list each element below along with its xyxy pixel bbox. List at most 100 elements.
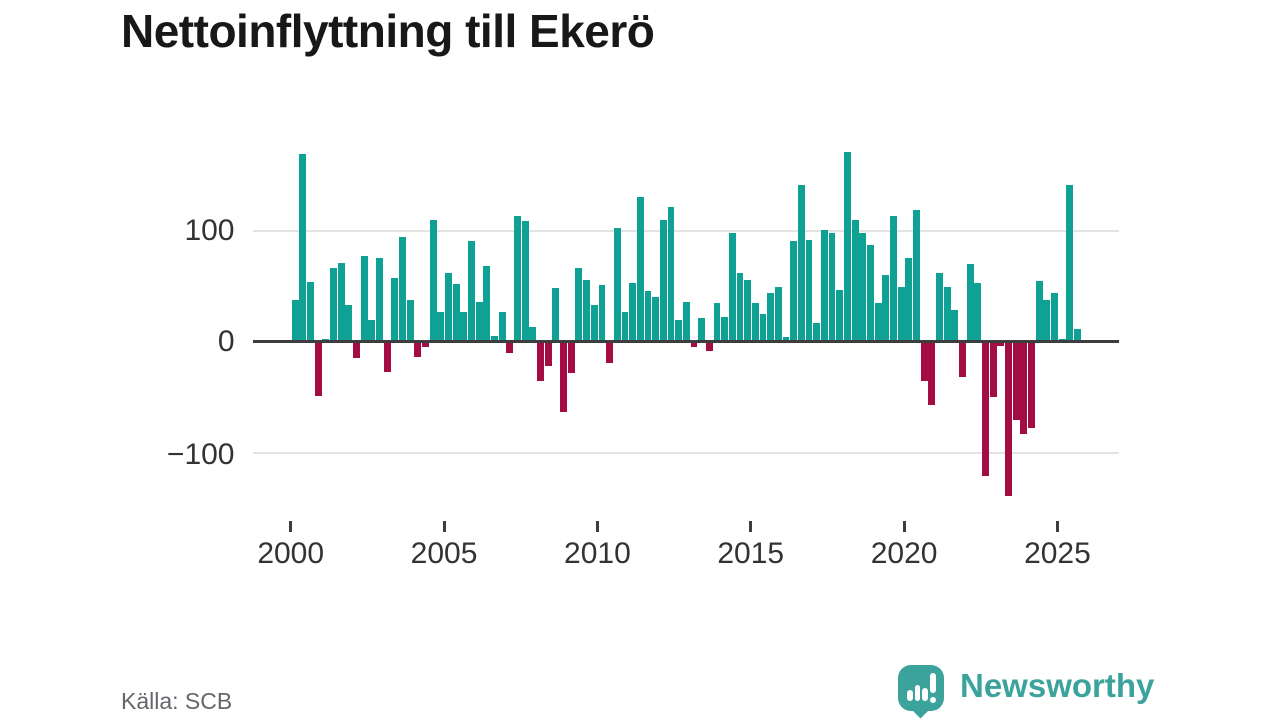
x-tick-label: 2015 [717, 537, 785, 570]
x-tick-mark [289, 521, 293, 532]
bar [314, 341, 322, 397]
bar [751, 302, 759, 342]
bar [721, 317, 729, 342]
bar [728, 232, 736, 342]
x-tick-label: 2025 [1024, 537, 1091, 570]
bar [1051, 292, 1058, 342]
bar [598, 285, 606, 342]
chart-title: Nettoinflyttning till Ekerö [121, 5, 655, 57]
bar [820, 229, 828, 342]
bar [790, 240, 798, 342]
bar [1005, 341, 1012, 496]
bar [583, 279, 591, 342]
bar [345, 305, 353, 342]
bar [866, 245, 874, 342]
bar [828, 232, 836, 342]
bar [383, 341, 391, 372]
bar [575, 268, 583, 342]
bar [498, 311, 506, 342]
bar [521, 220, 529, 342]
bar [659, 219, 667, 342]
bar [652, 297, 660, 342]
x-tick-label: 2000 [257, 537, 325, 570]
bar [813, 322, 821, 342]
x-tick-label: 2020 [870, 537, 938, 570]
x-tick-mark [595, 521, 599, 532]
bar [912, 209, 920, 342]
bar [567, 341, 575, 373]
bar [613, 228, 621, 342]
bar [307, 281, 314, 342]
exclamation-dot-icon [929, 696, 936, 703]
bar [468, 240, 475, 342]
bar [560, 341, 568, 412]
bar [636, 197, 644, 342]
bar [736, 272, 744, 342]
bar [1012, 341, 1020, 421]
bar [429, 219, 437, 342]
bar [682, 301, 690, 342]
newsworthy-icon [898, 665, 946, 719]
bar [506, 341, 514, 353]
bar [928, 341, 936, 405]
x-tick-mark [749, 521, 753, 532]
x-tick-label: 2005 [410, 537, 478, 570]
bar [974, 282, 982, 342]
bar [368, 319, 376, 342]
newsworthy-wordmark: Newsworthy [960, 667, 1155, 704]
mini-bar-icon [907, 690, 913, 701]
bar [851, 219, 859, 342]
bar [376, 258, 383, 342]
bar [951, 309, 959, 342]
bar [483, 266, 491, 342]
bar [889, 216, 897, 342]
x-tick-mark [902, 521, 906, 532]
bar [552, 288, 560, 342]
x-tick-label: 2010 [564, 537, 631, 570]
bar [330, 268, 337, 342]
bar [966, 264, 974, 342]
newsworthy-logo: Newsworthy [898, 663, 1278, 719]
y-tick-label: 100 [184, 214, 235, 247]
bar [859, 232, 867, 342]
bar [1074, 329, 1081, 342]
bar [675, 319, 683, 342]
bar [897, 287, 905, 342]
bar [445, 272, 452, 342]
bar [1043, 299, 1051, 342]
bar [874, 302, 882, 342]
y-tick-label: 0 [217, 325, 235, 358]
gridline-100 [252, 229, 1119, 232]
bar [1066, 185, 1074, 342]
gridline--100 [252, 451, 1119, 454]
bar [805, 239, 813, 342]
speech-bubble-icon [898, 665, 944, 711]
bar [460, 311, 468, 342]
bar [774, 287, 782, 342]
bar [391, 278, 399, 342]
bar [406, 299, 414, 342]
bar [982, 341, 989, 476]
bar [1035, 280, 1043, 342]
bar [414, 341, 422, 358]
bar [882, 275, 890, 342]
bar [667, 207, 675, 342]
exclamation-bar-icon [929, 673, 936, 693]
mini-bar-icon [914, 685, 920, 701]
bar [958, 341, 966, 378]
bar [797, 185, 805, 342]
bar [1020, 341, 1028, 434]
bar [713, 302, 721, 342]
bar [621, 311, 629, 342]
mini-bar-icon [922, 688, 928, 701]
bar [997, 341, 1005, 347]
bar [514, 216, 522, 342]
bar [590, 305, 598, 342]
bar [360, 256, 368, 342]
bar [606, 341, 614, 363]
source-caption: Källa: SCB [121, 688, 233, 714]
bar [759, 313, 767, 342]
bar [744, 279, 752, 342]
bar [767, 292, 775, 342]
bar [905, 258, 913, 342]
